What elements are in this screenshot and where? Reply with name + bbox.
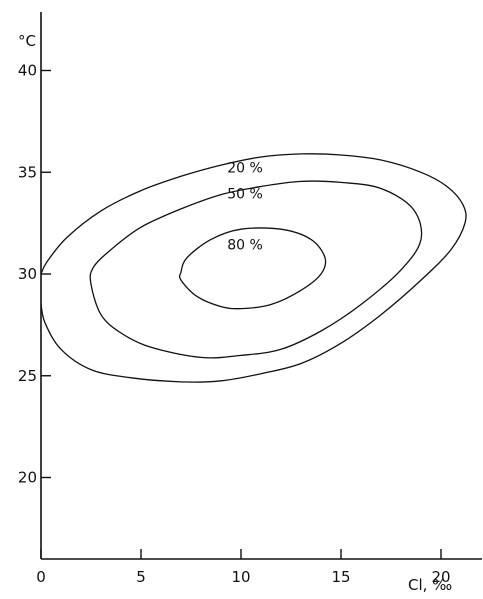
y-axis-label: °C (18, 32, 36, 50)
contour-label-1: 20 % (227, 160, 263, 176)
x-axis-label: Cl, ‰ (408, 576, 452, 594)
y-tick-label: 25 (18, 367, 37, 385)
x-tick-label: 10 (231, 568, 250, 586)
y-tick-label: 20 (18, 469, 37, 487)
y-tick-label: 30 (18, 265, 37, 283)
x-tick-label: 5 (136, 568, 146, 586)
y-tick-label: 35 (18, 163, 37, 181)
contours (40, 153, 467, 383)
ticks: 0 5 10 15 20 20 25 30 35 40 (18, 62, 451, 587)
contour-label-3: 80 % (227, 238, 263, 254)
contour-line-3 (178, 227, 327, 310)
x-tick-label: 0 (36, 568, 46, 586)
contour-line-2 (89, 180, 423, 359)
labels: °C Cl, ‰ 20 % 50 % 80 % (18, 32, 452, 594)
contour-label-2: 50 % (227, 187, 263, 203)
x-tick-label: 15 (331, 568, 350, 586)
contour-line-1 (40, 153, 467, 383)
axes (40, 12, 482, 560)
y-tick-label: 40 (18, 62, 37, 80)
x-tick-label: 20 (431, 568, 450, 586)
